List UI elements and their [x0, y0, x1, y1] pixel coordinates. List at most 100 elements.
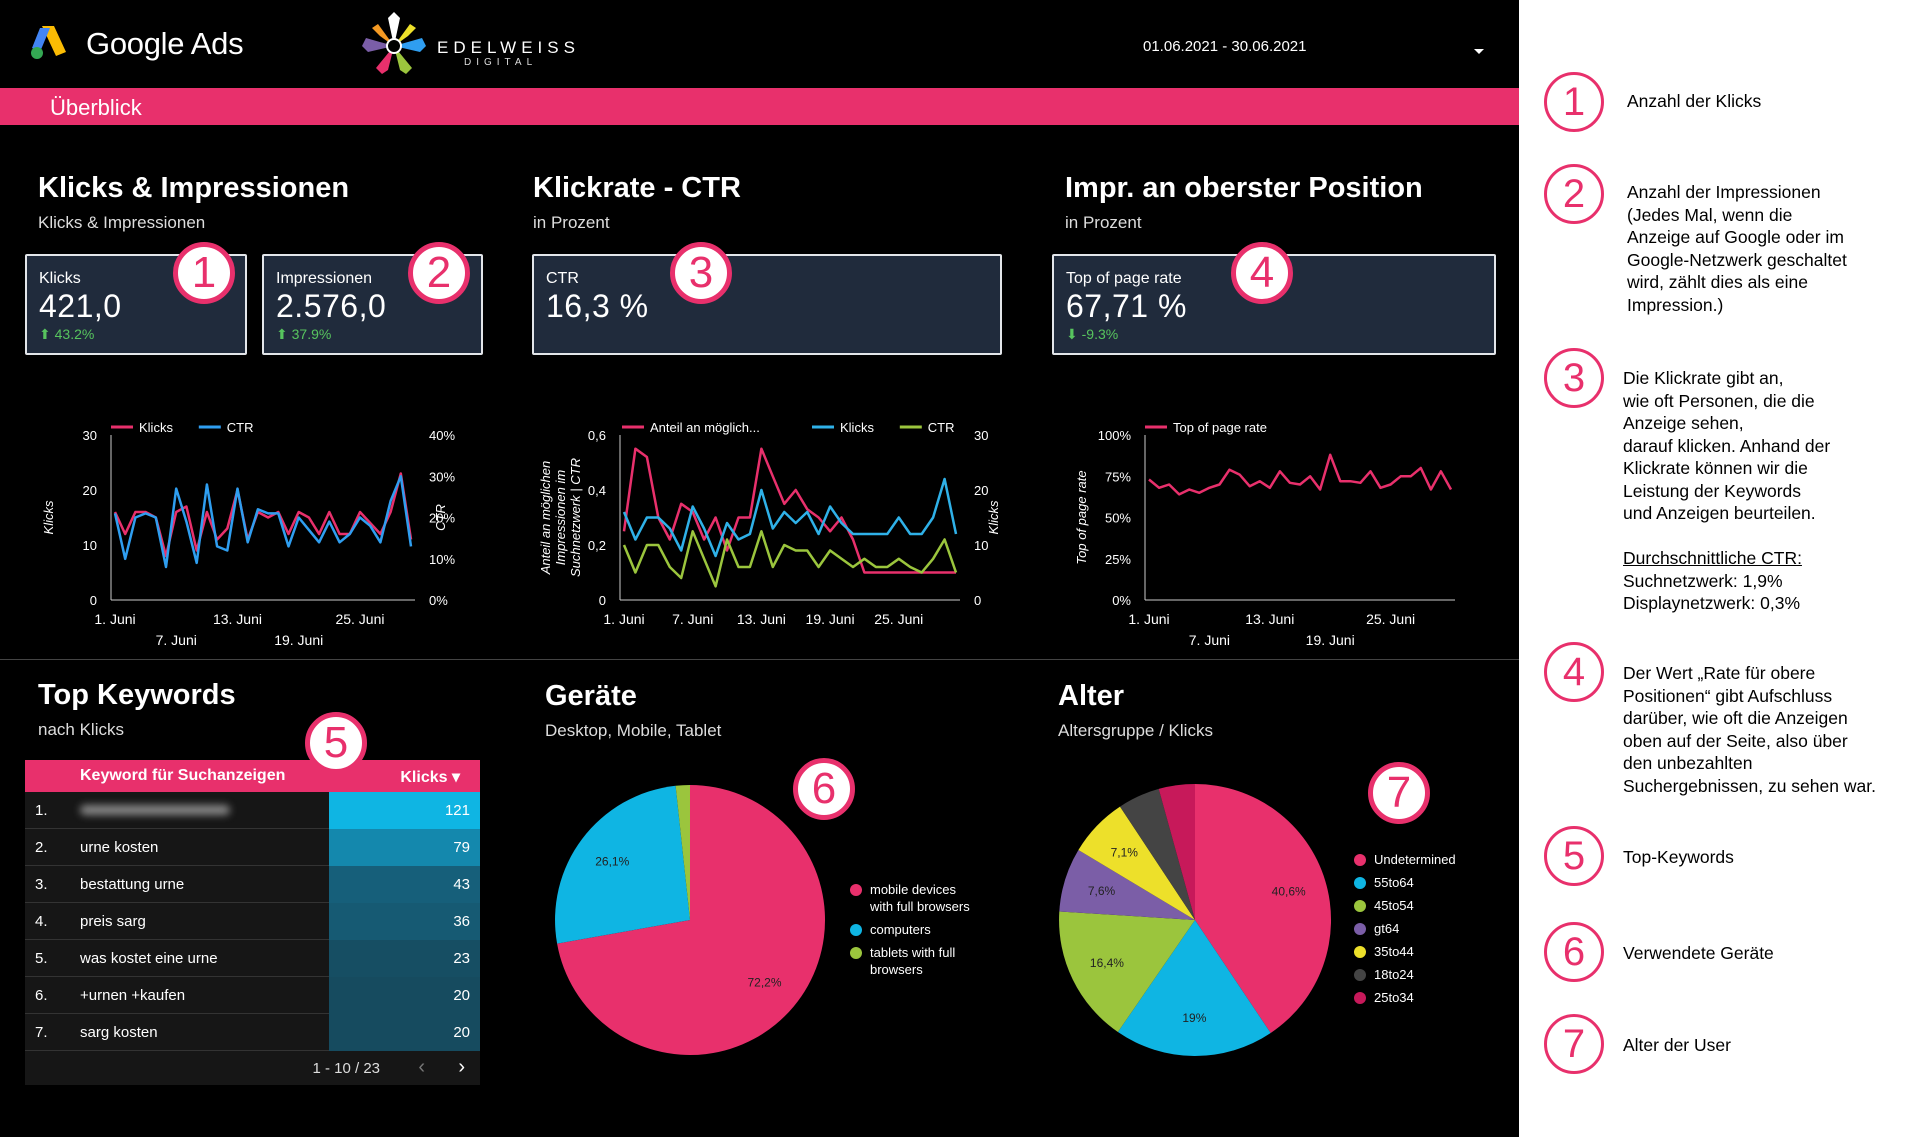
legend-label: Klicks	[139, 420, 173, 435]
pie-slice-35to44	[1078, 806, 1195, 920]
row-bar: 121	[329, 792, 480, 829]
row-bar: 36	[329, 903, 480, 940]
pie-slice-55to64	[1117, 920, 1271, 1056]
ctr-avg-search: Suchnetzwerk: 1,9%	[1623, 571, 1783, 591]
legend-badge-6: 6	[1544, 922, 1604, 982]
pie-slice-gt64	[1059, 850, 1195, 920]
top-title: Impr. an oberster Position	[1065, 172, 1423, 204]
legend-badge-4: 4	[1544, 642, 1604, 702]
legend-sidebar: 1 Anzahl der Klicks 2 Anzahl der Impress…	[1519, 0, 1920, 1137]
y2-tick-label: 0	[974, 593, 981, 608]
legend-text-5: Top-Keywords	[1623, 847, 1734, 867]
klicks-subtitle: Klicks & Impressionen	[38, 213, 206, 232]
legend-label: browsers	[870, 962, 923, 977]
row-klicks: 20	[453, 987, 470, 1004]
date-range[interactable]: 01.06.2021 - 30.06.2021	[1143, 38, 1307, 55]
y2-tick-label: 40%	[429, 428, 455, 443]
row-bar: 20	[329, 1014, 480, 1051]
ctr-subtitle: in Prozent	[533, 213, 610, 232]
legend-label: Klicks	[840, 420, 874, 435]
x-tick-label: 1. Juni	[1128, 611, 1169, 627]
edelweiss-logo	[358, 10, 430, 85]
table-row[interactable]: 2. urne kosten 79	[25, 829, 480, 866]
brand-sub: DIGITAL	[464, 57, 538, 68]
tab-overview[interactable]: Überblick	[0, 88, 1519, 125]
table-row[interactable]: 3. bestattung urne 43	[25, 866, 480, 903]
pie-slice-label: 26,1%	[595, 855, 629, 869]
legend-dot	[1354, 900, 1366, 912]
table-row[interactable]: 4. preis sarg 36	[25, 903, 480, 940]
legend-label: 35to44	[1374, 944, 1414, 959]
x-tick-label: 19. Juni	[806, 611, 855, 627]
table-row[interactable]: 1. 121	[25, 792, 480, 829]
x-tick-label: 13. Juni	[737, 611, 786, 627]
y-axis-label: Impressionen im	[553, 470, 568, 566]
x-tick-label: 7. Juni	[672, 611, 713, 627]
dashboard: Google Ads EDELWEISS DIGITAL 01.06.2021 …	[0, 0, 1519, 1137]
y-tick-label: 0	[90, 593, 97, 608]
row-index: 6.	[35, 987, 48, 1004]
caret-down-icon[interactable]	[1474, 42, 1484, 60]
anteil-klicks-ctr-chart: Anteil an möglich... Klicks CTR 0,6 0,4 0,2 0 3…	[538, 420, 1001, 627]
section-divider	[0, 659, 1519, 660]
devices-subtitle: Desktop, Mobile, Tablet	[545, 721, 722, 740]
legend-badge-3: 3	[1544, 348, 1604, 408]
legend-text-3: Die Klickrate gibt an, wie oft Personen,…	[1623, 368, 1831, 523]
legend-label: 55to64	[1374, 875, 1414, 890]
legend-dot	[1354, 969, 1366, 981]
top-card-value: 67,71 %	[1066, 288, 1187, 324]
brand-name: EDELWEISS	[437, 38, 580, 57]
badge-3: 3	[670, 242, 732, 304]
row-klicks: 23	[453, 950, 470, 967]
blurred-keyword	[80, 805, 230, 815]
table-row[interactable]: 6. +urnen +kaufen 20	[25, 977, 480, 1014]
top-card-label: Top of page rate	[1066, 270, 1182, 287]
ctr-avg-display: Displaynetzwerk: 0,3%	[1623, 593, 1801, 613]
y-tick-label: 100%	[1098, 428, 1132, 443]
ctr-card-label: CTR	[546, 270, 579, 287]
y-tick-label: 10	[83, 538, 97, 553]
pagination-label: 1 - 10 / 23	[312, 1060, 380, 1077]
table-row[interactable]: 5. was kostet eine urne 23	[25, 940, 480, 977]
y-tick-label: 20	[83, 483, 97, 498]
col-klicks-sort[interactable]: Klicks ▾	[400, 769, 460, 786]
prev-page-button[interactable]: ‹	[418, 1056, 425, 1078]
next-page-button[interactable]: ›	[458, 1056, 465, 1078]
badge-1: 1	[173, 242, 235, 304]
row-keyword: bestattung urne	[80, 876, 185, 893]
x-tick-label: 1. Juni	[94, 611, 135, 627]
age-title: Alter	[1058, 680, 1125, 712]
y2-tick-label: 10	[974, 538, 988, 553]
pie-slice-label: 16,4%	[1090, 956, 1124, 970]
pie-slice-18to24	[1120, 788, 1195, 920]
y-tick-label: 0,4	[588, 483, 606, 498]
y-tick-label: 30	[83, 428, 97, 443]
legend-dot	[1354, 923, 1366, 935]
x-tick-label: 13. Juni	[1245, 611, 1294, 627]
series-line-anteilanmglich	[622, 447, 956, 574]
pie-slice-undetermined	[1195, 784, 1332, 1033]
y2-tick-label: 20%	[429, 511, 455, 526]
legend-label: mobile devices	[870, 882, 956, 897]
col-keyword[interactable]: Keyword für Suchanzeigen	[80, 767, 286, 784]
keywords-table: Keyword für Suchanzeigen Klicks ▾ 1. 121 2…	[25, 760, 480, 1085]
legend-text-7: Alter der User	[1623, 1035, 1731, 1055]
keywords-title: Top Keywords	[38, 679, 236, 711]
klicks-ctr-chart: Klicks CTR 30 20 10 0 40% 30% 20% 10% 0% CTR Klicks 1…	[41, 420, 455, 648]
x-tick-label: 13. Juni	[213, 611, 262, 627]
y-tick-label: 75%	[1105, 469, 1131, 484]
pie-slice-25to34	[1158, 783, 1195, 920]
age-subtitle: Altersgruppe / Klicks	[1058, 721, 1213, 740]
x-tick-label: 25. Juni	[1366, 611, 1415, 627]
impressionen-card-label: Impressionen	[276, 270, 373, 287]
row-klicks: 121	[444, 802, 470, 819]
x-tick-label: 19. Juni	[274, 632, 323, 648]
x-tick-label: 1. Juni	[603, 611, 644, 627]
pie-slice-label: 7,6%	[1088, 884, 1116, 898]
row-keyword: +urnen +kaufen	[80, 987, 186, 1004]
x-tick-label: 25. Juni	[335, 611, 384, 627]
legend-label: CTR	[227, 420, 254, 435]
table-row[interactable]: 7. sarg kosten 20	[25, 1014, 480, 1051]
y-axis-label: Anteil an möglichen	[538, 461, 553, 575]
y2-tick-label: 30%	[429, 469, 455, 484]
